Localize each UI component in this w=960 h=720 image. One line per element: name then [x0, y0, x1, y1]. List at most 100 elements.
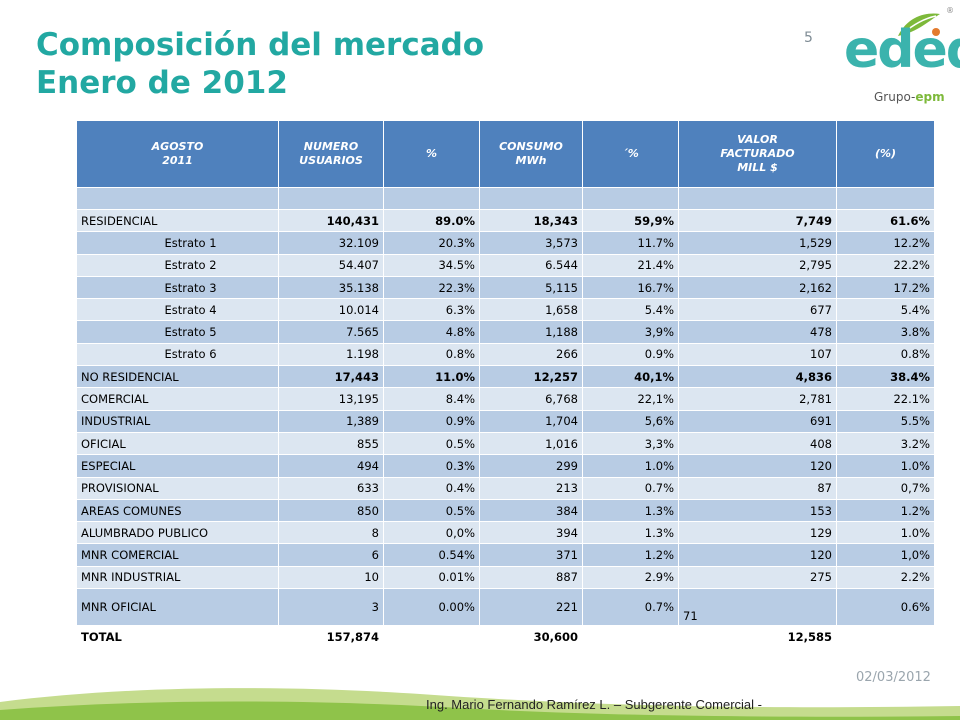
table-row: RESIDENCIAL 140,431 89.0% 18,343 59,9% 7,749 6…	[76, 208, 935, 233]
table-row: Estrato 5 7.565 4.8% 1,188 3,9% 478 3.8%	[76, 320, 935, 344]
row-label: Estrato 1	[76, 231, 279, 255]
cell-usuarios: 10.014	[278, 298, 384, 322]
cell-pct-valor: 1,0%	[836, 543, 935, 567]
cell-pct-valor: 0.8%	[836, 342, 935, 367]
cell-valor: 478	[678, 320, 837, 344]
table-row: TOTAL 157,874 30,600 12,585	[76, 625, 935, 649]
group-brand: epm	[915, 90, 945, 104]
cell-pct-usuarios: 0,0%	[383, 521, 480, 545]
table-row: Estrato 1 32.109 20.3% 3,573 11.7% 1,529 12.2%	[76, 231, 935, 255]
cell-consumo: 299	[479, 454, 583, 478]
cell-pct-usuarios: 0.8%	[383, 342, 480, 367]
cell-valor: 691	[678, 409, 837, 433]
cell-pct-consumo: 2.9%	[582, 565, 679, 590]
cell-pct-usuarios: 0.01%	[383, 565, 480, 590]
registered-mark: ®	[946, 6, 954, 15]
cell-pct-valor: 12.2%	[836, 231, 935, 255]
cell-pct-valor: 17.2%	[836, 275, 935, 300]
cell-pct-usuarios: 4.8%	[383, 320, 480, 344]
cell-pct-usuarios: 0.54%	[383, 543, 480, 567]
cell-usuarios: 8	[278, 521, 384, 545]
cell-pct-consumo: 16.7%	[582, 275, 679, 300]
col-pct-usuarios-header: %	[383, 120, 480, 188]
cell-pct-usuarios: 8.4%	[383, 387, 480, 411]
row-label: OFICIAL	[76, 431, 279, 456]
cell-pct-usuarios: 20.3%	[383, 231, 480, 255]
cell-valor: 7,749	[678, 208, 837, 233]
cell-pct-usuarios: 11.0%	[383, 365, 480, 389]
cell-consumo: 1,188	[479, 320, 583, 344]
cell-valor: 153	[678, 498, 837, 523]
page-number: 5	[804, 30, 813, 46]
cell-pct-usuarios	[383, 625, 480, 649]
cell-consumo: 3,573	[479, 231, 583, 255]
col-consumo-mwh-header: CONSUMO MWh	[479, 120, 583, 188]
col-pct-consumo-header: ´%	[582, 120, 679, 188]
cell-usuarios: 633	[278, 476, 384, 500]
cell-pct-consumo: 3,9%	[582, 320, 679, 344]
row-label: INDUSTRIAL	[76, 409, 279, 433]
cell-usuarios: 494	[278, 454, 384, 478]
cell-usuarios: 17,443	[278, 365, 384, 389]
cell-usuarios: 35.138	[278, 275, 384, 300]
table-row: Estrato 6 1.198 0.8% 266 0.9% 107 0.8%	[76, 342, 935, 367]
row-label: Estrato 2	[76, 253, 279, 277]
cell-pct-consumo: 0.7%	[582, 588, 679, 627]
table-row: MNR COMERCIAL 6 0.54% 371 1.2% 120 1,0%	[76, 543, 935, 567]
header-text: 2011	[162, 154, 193, 167]
cell-usuarios: 1,389	[278, 409, 384, 433]
cell-consumo: 1,016	[479, 431, 583, 456]
cell-pct-valor: 22.1%	[836, 387, 935, 411]
header-text: (%)	[874, 147, 897, 160]
cell-consumo: 887	[479, 565, 583, 590]
table-row: INDUSTRIAL 1,389 0.9% 1,704 5,6% 691 5.5%	[76, 409, 935, 433]
cell-usuarios: 850	[278, 498, 384, 523]
cell-consumo: 18,343	[479, 208, 583, 233]
cell-pct-usuarios: 0.00%	[383, 588, 480, 627]
cell-pct-valor: 38.4%	[836, 365, 935, 389]
cell-pct-valor: 0.6%	[836, 588, 935, 627]
cell-consumo: 221	[479, 588, 583, 627]
leaf-icon	[898, 13, 940, 36]
cell-pct-valor: 2.2%	[836, 565, 935, 590]
title-line-2: Enero de 2012	[36, 65, 288, 101]
cell-valor: 120	[678, 543, 837, 567]
table-row: MNR INDUSTRIAL 10 0.01% 887 2.9% 275 2.2%	[76, 565, 935, 590]
cell-valor: 2,795	[678, 253, 837, 277]
cell-pct-consumo: 0.9%	[582, 342, 679, 367]
table-body: RESIDENCIAL 140,431 89.0% 18,343 59,9% 7,749 6…	[76, 187, 935, 649]
cell-pct-consumo: 1.0%	[582, 454, 679, 478]
slide-title: Composición del mercado Enero de 2012	[36, 26, 484, 102]
cell-pct-valor: 1.0%	[836, 521, 935, 545]
table-row: ESPECIAL 494 0.3% 299 1.0% 120 1.0%	[76, 454, 935, 478]
header-text: AGOSTO	[151, 140, 204, 153]
group-prefix: Grupo-	[874, 90, 916, 104]
logo-wordmark: edeq	[844, 20, 960, 80]
cell-pct-consumo: 5,6%	[582, 409, 679, 433]
cell-pct-consumo: 5.4%	[582, 298, 679, 322]
cell-usuarios: 1.198	[278, 342, 384, 367]
cell-valor: 275	[678, 565, 837, 590]
cell-usuarios: 157,874	[278, 625, 384, 649]
cell-pct-usuarios: 34.5%	[383, 253, 480, 277]
cell-valor: 2,162	[678, 275, 837, 300]
cell-pct-usuarios: 0.5%	[383, 498, 480, 523]
cell-pct-consumo: 40,1%	[582, 365, 679, 389]
row-label: COMERCIAL	[76, 387, 279, 411]
cell-pct-consumo: 1.3%	[582, 521, 679, 545]
cell-pct-usuarios: 0.5%	[383, 431, 480, 456]
header-text: ´%	[622, 147, 639, 160]
cell-pct-consumo: 59,9%	[582, 208, 679, 233]
cell-usuarios: 140,431	[278, 208, 384, 233]
table-header-row: AGOSTO 2011 NUMERO USUARIOS% CONSUMO MWh ´% VAL…	[76, 120, 935, 188]
row-label: MNR OFICIAL	[76, 588, 279, 627]
cell-pct-consumo: 21.4%	[582, 253, 679, 277]
cell-valor: 4,836	[678, 365, 837, 389]
col-pct-valor-header: (%)	[836, 120, 935, 188]
row-label: MNR INDUSTRIAL	[76, 565, 279, 590]
cell-usuarios: 32.109	[278, 231, 384, 255]
cell-consumo: 266	[479, 342, 583, 367]
row-label: NO RESIDENCIAL	[76, 365, 279, 389]
cell-consumo: 1,704	[479, 409, 583, 433]
cell-pct-consumo: 3,3%	[582, 431, 679, 456]
